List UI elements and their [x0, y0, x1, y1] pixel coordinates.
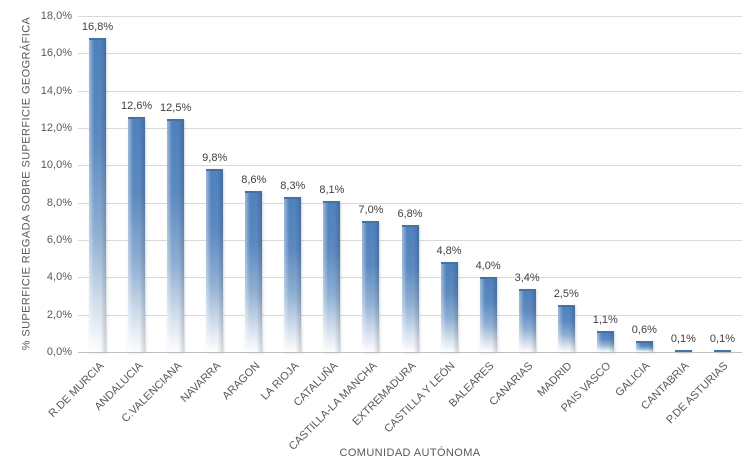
bar [89, 38, 107, 352]
bar-value-label: 4,0% [475, 260, 501, 273]
y-tick-label: 6,0% [46, 234, 72, 246]
bar [167, 118, 185, 352]
bar-value-label: 8,1% [319, 183, 345, 196]
bar-value-label: 9,8% [202, 152, 228, 165]
x-axis-line [78, 352, 742, 353]
grid-line [78, 165, 742, 167]
y-tick-label: 4,0% [46, 271, 72, 284]
bar-value-label: 0,1% [709, 333, 735, 345]
bar-value-label: 6,8% [397, 208, 423, 221]
x-axis-title: COMUNIDAD AUTÓNOMA [339, 447, 481, 459]
bar [284, 197, 302, 352]
bar [596, 331, 614, 352]
plot-area: 16,8% 12,6% 12,5% 9,8% 8,6% 8,3% 8,1% 7,0% 6,8% 4… [78, 16, 742, 352]
bar-value-label: 7,0% [358, 204, 384, 217]
y-tick-label: 14,0% [40, 84, 72, 97]
y-tick-label: 10,0% [40, 159, 72, 172]
bar [362, 221, 380, 352]
bar-value-label: 3,4% [514, 271, 540, 284]
bar-value-label: 8,6% [241, 174, 267, 187]
bar-value-label: 8,3% [280, 180, 306, 193]
grid-line [78, 53, 742, 55]
bar-value-label: 4,8% [436, 245, 462, 258]
bar-value-label: 12,6% [120, 99, 153, 112]
y-tick-label: 16,0% [40, 47, 72, 60]
bar [401, 225, 419, 352]
bar-value-label: 16,8% [81, 21, 114, 34]
bar [440, 262, 458, 352]
bar [128, 116, 146, 352]
y-tick-label: 8,0% [46, 196, 72, 209]
bar [674, 350, 692, 352]
bar [557, 305, 575, 352]
grid-line [78, 202, 742, 204]
y-tick-label: 2,0% [46, 308, 72, 321]
bar [323, 200, 341, 352]
bar-value-label: 0,1% [670, 333, 696, 345]
bar [479, 277, 497, 352]
bar [518, 288, 536, 352]
grid-line [78, 16, 742, 17]
bar [245, 191, 263, 352]
bar [635, 340, 653, 352]
y-tick-label: 12,0% [40, 122, 72, 134]
bar [206, 169, 224, 352]
y-tick-label: 0,0% [46, 346, 72, 358]
bar-value-label: 1,1% [592, 314, 618, 327]
bar [713, 350, 731, 352]
grid-line [78, 90, 742, 92]
bar-value-label: 0,6% [631, 323, 657, 336]
y-tick-label: 18,0% [40, 10, 72, 22]
bar-value-label: 12,5% [160, 101, 192, 114]
bar-value-label: 2,5% [553, 288, 579, 301]
grid-line [78, 128, 742, 129]
